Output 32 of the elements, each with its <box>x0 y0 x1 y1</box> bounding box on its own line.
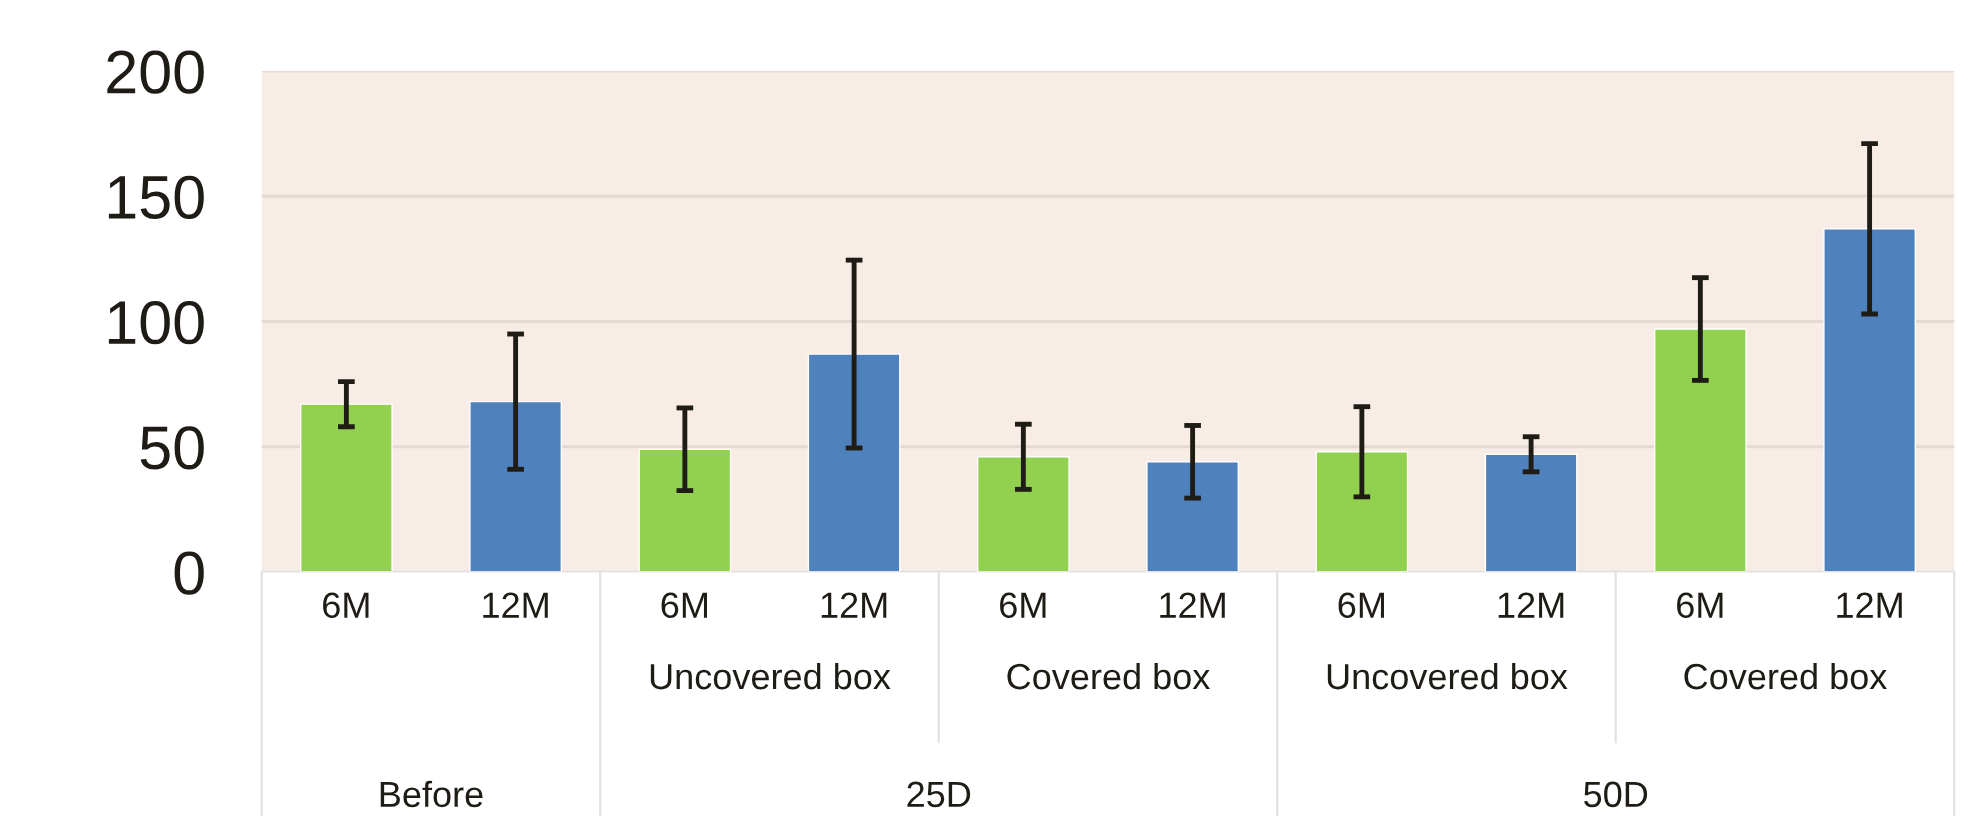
x-tick-label: 6M <box>1677 592 1723 618</box>
bar <box>299 403 393 573</box>
x-tick-label: 12M <box>1498 592 1564 618</box>
bar <box>1653 328 1747 573</box>
text: Uncovered box <box>1327 662 1568 690</box>
text: Covered box <box>1684 662 1887 690</box>
x-tick-label: 6M <box>323 592 369 618</box>
text: 50D <box>1584 781 1648 808</box>
x-tick-label: 12M <box>1837 592 1902 618</box>
y-tick-label: 200 <box>107 50 204 94</box>
x-tick-label: 12M <box>821 592 887 618</box>
text: Before <box>380 780 483 808</box>
text: Uncovered box <box>650 662 891 690</box>
y-tick-label: 0 <box>174 551 204 595</box>
bar <box>807 353 901 573</box>
bar <box>469 400 563 573</box>
y-tick-label: 150 <box>108 175 204 219</box>
bar <box>638 448 732 573</box>
bar <box>1823 228 1916 573</box>
text: 25D <box>907 781 971 808</box>
bar <box>1146 461 1239 573</box>
x-tick-label: 6M <box>661 592 707 618</box>
y-tick-label: 100 <box>108 300 204 345</box>
bar <box>976 456 1070 573</box>
x-tick-label: 6M <box>1338 592 1384 618</box>
text: Covered box <box>1007 662 1210 690</box>
bar <box>1484 453 1578 573</box>
y-tick-label: 50 <box>140 426 204 470</box>
x-tick-label: 6M <box>1000 592 1046 618</box>
x-tick-label: 12M <box>1160 592 1225 618</box>
bar <box>1315 451 1409 573</box>
x-tick-label: 12M <box>483 592 548 618</box>
